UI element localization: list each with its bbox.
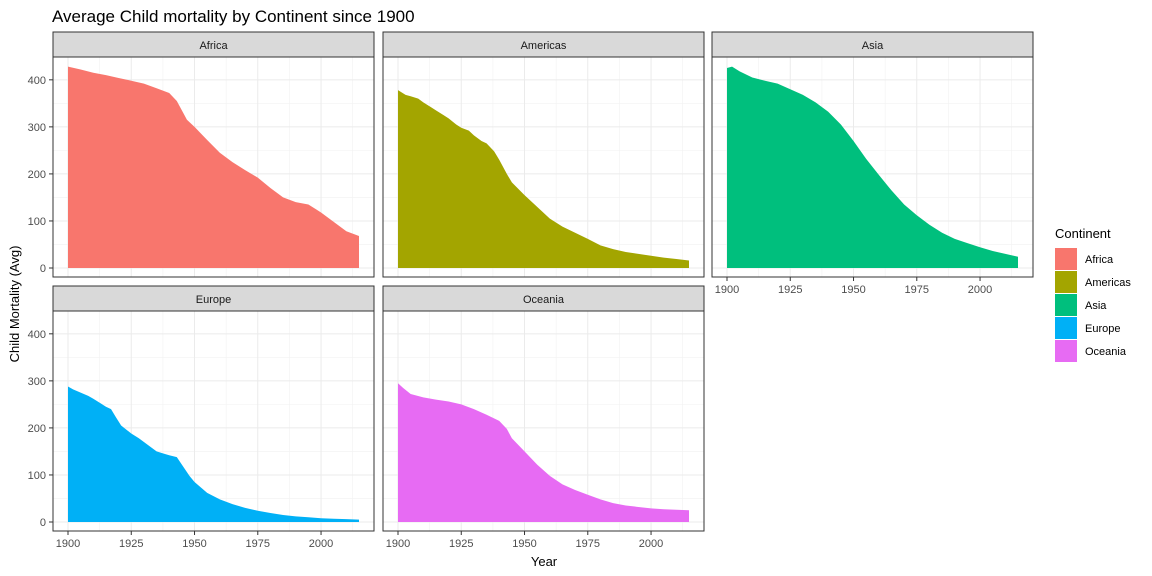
- panel-europe: Europe 0 100 200 300 400 1900 1925 1950 1975 2000: [28, 285, 375, 550]
- y-tick-label: 100: [28, 470, 46, 482]
- y-tick-label: 400: [28, 329, 46, 341]
- x-tick-label: 2000: [639, 538, 663, 550]
- legend-item-oceania: Oceania: [1055, 340, 1127, 362]
- facet-strip: [382, 285, 705, 312]
- facet-strip: [52, 285, 375, 312]
- legend-label: Oceania: [1085, 346, 1127, 358]
- legend-swatch: [1055, 248, 1077, 270]
- panel-oceania: Oceania 1900 1925 1950 1975 2000: [382, 285, 705, 550]
- x-tick-label: 2000: [968, 284, 992, 296]
- panel-border: [382, 310, 705, 532]
- area-americas: [398, 90, 689, 268]
- legend-swatch: [1055, 271, 1077, 293]
- x-tick-label: 1975: [246, 538, 270, 550]
- legend-item-americas: Americas: [1055, 271, 1131, 293]
- panel-border: [52, 310, 375, 532]
- legend-swatch: [1055, 340, 1077, 362]
- legend-swatch: [1055, 317, 1077, 339]
- panel-border: [52, 56, 375, 278]
- panel-border: [382, 56, 705, 278]
- area-asia: [727, 66, 1018, 269]
- legend-item-africa: Africa: [1055, 248, 1114, 270]
- x-tick-label: 1925: [449, 538, 473, 550]
- y-tick-label: 200: [28, 423, 46, 435]
- facet-strip: [382, 31, 705, 58]
- legend-label: Asia: [1085, 300, 1107, 312]
- area-oceania: [398, 383, 689, 522]
- facet-strip-label: Oceania: [523, 294, 565, 306]
- legend-item-asia: Asia: [1055, 294, 1107, 316]
- x-tick-label: 1950: [512, 538, 536, 550]
- legend-item-europe: Europe: [1055, 317, 1120, 339]
- legend-label: Europe: [1085, 323, 1120, 335]
- panel-africa: Africa 0 100 200 300 400: [28, 31, 375, 278]
- x-tick-label: 1975: [905, 284, 929, 296]
- panel-asia: Asia 1900 1925 1950 1975 2000: [711, 31, 1034, 296]
- area-africa: [68, 66, 359, 269]
- facet-strip: [52, 31, 375, 58]
- y-tick-label: 100: [28, 216, 46, 228]
- x-tick-label: 1900: [715, 284, 739, 296]
- chart-title: Average Child mortality by Continent sin…: [52, 7, 415, 26]
- facet-strip: [711, 31, 1034, 58]
- x-axis-title: Year: [531, 554, 558, 569]
- facet-panels: Africa 0 100 200 300 400 Americas Asia 1900 1925 1…: [28, 31, 1034, 550]
- x-tick-label: 1950: [841, 284, 865, 296]
- panel-americas: Americas: [382, 31, 705, 278]
- y-axis-title: Child Mortality (Avg): [7, 246, 22, 363]
- facet-strip-label: Americas: [521, 40, 567, 52]
- y-tick-label: 0: [40, 517, 46, 529]
- y-tick-label: 300: [28, 122, 46, 134]
- legend-swatch: [1055, 294, 1077, 316]
- facet-strip-label: Africa: [199, 40, 228, 52]
- legend-title: Continent: [1055, 226, 1111, 241]
- x-tick-label: 1900: [56, 538, 80, 550]
- x-tick-label: 1900: [386, 538, 410, 550]
- x-tick-label: 1975: [576, 538, 600, 550]
- y-tick-label: 400: [28, 75, 46, 87]
- y-tick-label: 300: [28, 376, 46, 388]
- y-tick-label: 200: [28, 169, 46, 181]
- legend-label: Americas: [1085, 277, 1131, 289]
- x-tick-label: 1950: [182, 538, 206, 550]
- facet-strip-label: Europe: [196, 294, 231, 306]
- x-tick-label: 1925: [778, 284, 802, 296]
- x-tick-label: 2000: [309, 538, 333, 550]
- x-tick-label: 1925: [119, 538, 143, 550]
- panel-border: [711, 56, 1034, 278]
- facet-strip-label: Asia: [862, 40, 884, 52]
- y-tick-label: 0: [40, 263, 46, 275]
- area-europe: [68, 386, 359, 522]
- legend-label: Africa: [1085, 254, 1114, 266]
- legend: Continent Africa Americas Asia Europe Oceani…: [1055, 226, 1131, 362]
